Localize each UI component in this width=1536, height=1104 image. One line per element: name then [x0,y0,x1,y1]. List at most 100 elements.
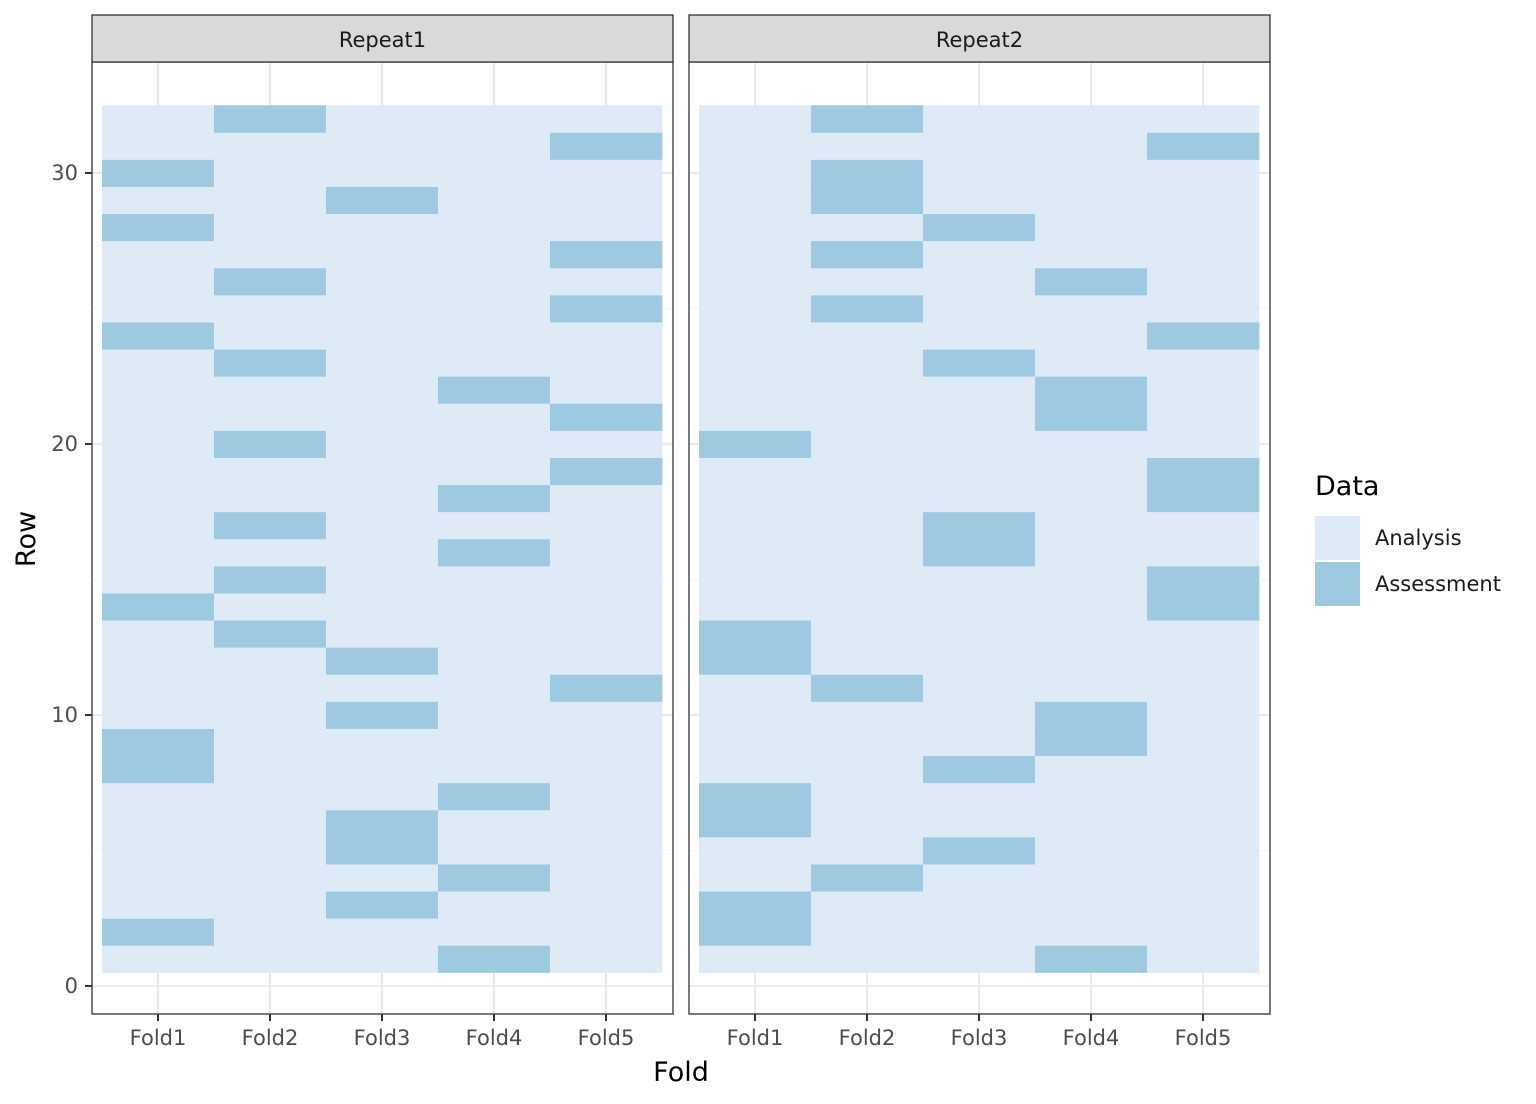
tile-assessment [699,620,812,648]
tile-assessment [326,891,439,919]
tile-analysis [811,484,924,513]
tile-analysis [1035,457,1148,486]
tile-analysis [326,538,439,567]
tile-analysis [550,755,663,784]
tile-analysis [102,186,215,215]
tile-assessment [550,674,663,702]
tile-analysis [438,836,551,865]
tile-analysis [438,755,551,784]
tile-analysis [1147,376,1260,404]
tile-analysis [923,159,1036,187]
tile-analysis [1147,538,1260,567]
tile-analysis [699,132,812,160]
tile-analysis [214,240,327,269]
tile-assessment [438,538,551,567]
tile-analysis [102,565,215,594]
tile-analysis [438,565,551,594]
x-tick-label: Fold4 [466,1026,523,1050]
legend-key-assessment [1315,562,1360,606]
x-axis: Fold1 Fold2 Fold3 Fold4 Fold5 [130,1014,634,1050]
tile-analysis [102,430,215,458]
tile-assessment [214,267,327,296]
tile-analysis [102,620,215,648]
x-tick-label: Fold2 [242,1026,299,1050]
tile-analysis [923,647,1036,675]
tile-analysis [438,240,551,269]
tile-analysis [438,809,551,838]
tile-analysis [699,701,812,729]
tile-analysis [102,511,215,540]
tile-analysis [923,457,1036,486]
tile-assessment [214,105,327,133]
tile-analysis [923,674,1036,702]
tile-analysis [438,132,551,160]
tile-analysis [102,105,215,133]
tile-assessment [811,105,924,133]
tile-analysis [326,213,439,242]
tile-analysis [699,836,812,865]
tile-analysis [811,728,924,757]
tile-analysis [811,836,924,865]
tile-analysis [1147,674,1260,702]
facet-panel-Repeat1: Repeat1 Fold1 Fold2 Fold3 Fold4 Fold5 [91,14,674,1050]
tile-analysis [550,430,663,458]
tile-analysis [923,864,1036,892]
tile-analysis [214,728,327,757]
x-tick-label: Fold1 [727,1026,784,1050]
tile-assessment [699,782,812,811]
tile-analysis [550,186,663,215]
tile-analysis [1147,213,1260,242]
tile-analysis [102,647,215,675]
tile-analysis [102,132,215,160]
x-tick-label: Fold1 [130,1026,187,1050]
tile-analysis [1147,728,1260,757]
tile-analysis [923,484,1036,513]
tile-analysis [102,538,215,567]
tile-analysis [811,918,924,946]
tile-analysis [102,267,215,296]
tile-assessment [1147,132,1260,160]
tile-assessment [1035,403,1148,431]
tile-analysis [699,240,812,269]
tile-analysis [214,132,327,160]
tile-analysis [923,132,1036,160]
tile-assessment [1035,376,1148,404]
tile-analysis [923,240,1036,269]
tile-analysis [102,484,215,513]
tile-assessment [923,213,1036,242]
tile-analysis [550,538,663,567]
tile-analysis [699,213,812,242]
tile-analysis [326,294,439,323]
tile-analysis [214,186,327,215]
tile-analysis [1147,430,1260,458]
y-tick-label: 30 [51,161,78,185]
tile-analysis [438,186,551,215]
tile-analysis [438,891,551,919]
tile-analysis [1035,782,1148,811]
tile-analysis [811,593,924,621]
y-tick-label: 10 [51,703,78,727]
tile-assessment [550,240,663,269]
tile-analysis [326,918,439,946]
tile-analysis [1035,918,1148,946]
tile-analysis [214,538,327,567]
tile-analysis [326,322,439,350]
x-tick-label: Fold2 [839,1026,896,1050]
tile-analysis [326,349,439,377]
tile-analysis [214,864,327,892]
tile-analysis [923,105,1036,133]
tile-analysis [102,376,215,404]
tile-analysis [326,565,439,594]
tile-analysis [550,945,663,973]
tile-analysis [1147,349,1260,377]
tile-analysis [699,267,812,296]
tile-analysis [1035,647,1148,675]
legend: Data Analysis Assessment [1315,471,1501,606]
tile-analysis [550,836,663,865]
tile-analysis [923,322,1036,350]
y-axis-title: Row [11,511,42,567]
tile-analysis [923,945,1036,973]
tile-analysis [550,349,663,377]
tile-analysis [102,457,215,486]
tile-analysis [438,213,551,242]
